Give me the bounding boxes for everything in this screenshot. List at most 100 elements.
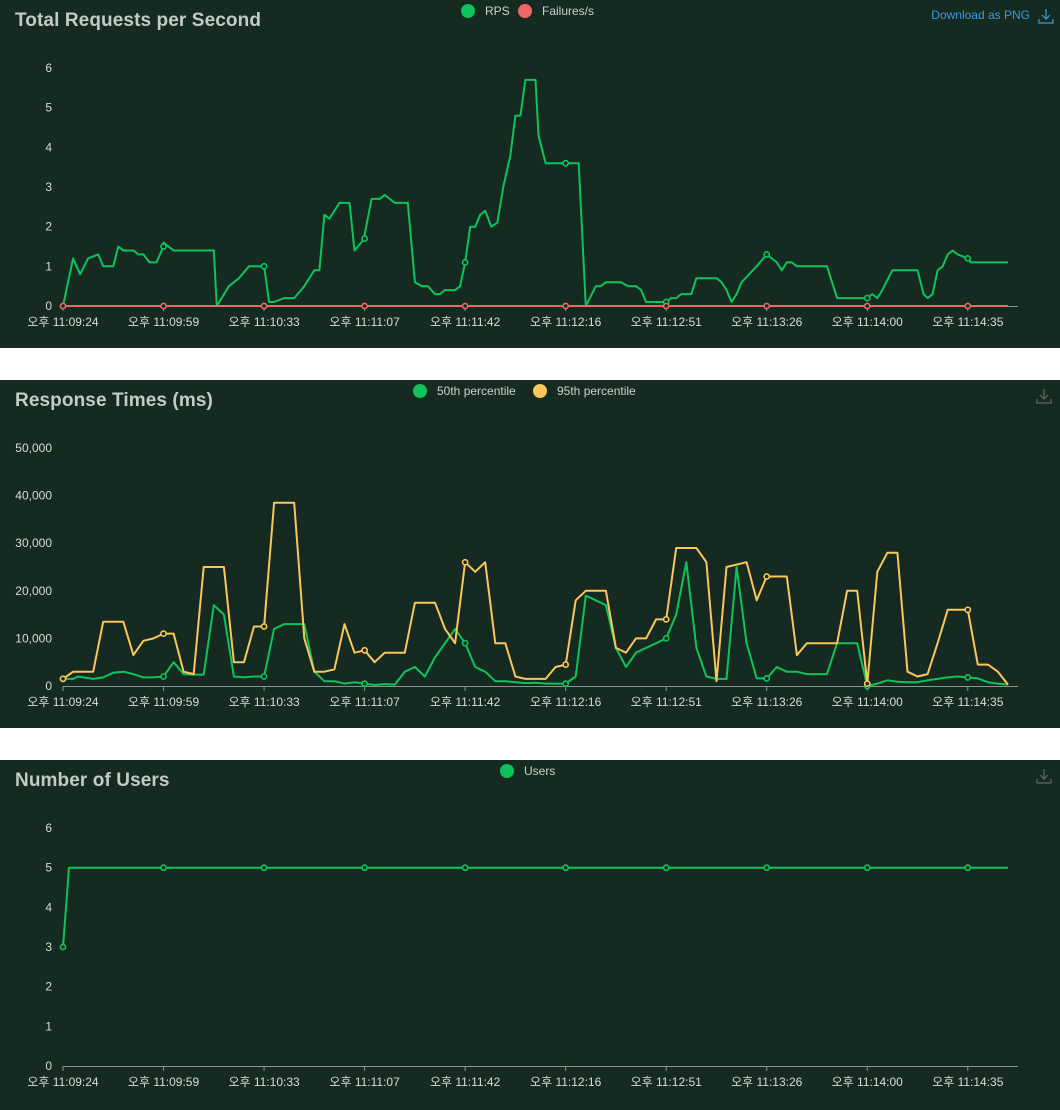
data-point-marker[interactable]	[863, 864, 871, 872]
data-point-marker[interactable]	[59, 302, 67, 310]
data-point-marker[interactable]	[562, 159, 570, 167]
legend-dot	[461, 4, 475, 18]
legend-label: 95th percentile	[557, 384, 636, 398]
y-tick-label: 3	[45, 180, 52, 194]
x-tick-label: 오후 11:11:42	[430, 695, 501, 709]
data-point-marker[interactable]	[260, 673, 268, 680]
x-tick-label: 오후 11:12:16	[530, 315, 602, 329]
data-point-marker[interactable]	[361, 680, 368, 688]
y-tick-label: 0	[45, 299, 52, 313]
y-tick-label: 2	[45, 980, 52, 994]
data-point-marker[interactable]	[964, 606, 972, 614]
data-point-marker[interactable]	[461, 558, 469, 566]
x-tick-label: 오후 11:12:16	[530, 695, 602, 709]
x-tick-label: 오후 11:09:59	[128, 695, 200, 709]
legend-label: 50th percentile	[437, 384, 516, 398]
data-point-marker[interactable]	[160, 302, 167, 310]
chart-legend: Users	[0, 764, 1060, 784]
legend-item-users[interactable]: Users	[500, 764, 555, 778]
legend-item-p50[interactable]: 50th percentile	[413, 384, 516, 398]
data-point-marker[interactable]	[863, 680, 871, 688]
data-point-marker[interactable]	[562, 864, 570, 872]
y-tick-label: 5	[45, 101, 52, 115]
series-line-0	[62, 866, 1008, 948]
legend-label: Failures/s	[542, 4, 595, 18]
data-point-marker[interactable]	[964, 302, 972, 310]
x-tick-label: 오후 11:10:33	[228, 315, 300, 329]
data-point-marker[interactable]	[361, 235, 368, 242]
data-point-marker[interactable]	[964, 254, 972, 262]
legend-item-failures[interactable]: Failures/s	[518, 4, 594, 18]
data-point-marker[interactable]	[260, 262, 268, 270]
x-tick-label: 오후 11:14:00	[832, 315, 904, 329]
data-point-marker[interactable]	[160, 673, 167, 680]
x-tick-label: 오후 11:11:42	[430, 1075, 501, 1089]
data-point-marker[interactable]	[59, 943, 67, 951]
x-tick-label: 오후 11:09:59	[128, 1075, 200, 1089]
data-point-marker[interactable]	[863, 302, 871, 310]
x-tick-label: 오후 11:11:07	[329, 315, 400, 329]
y-tick-label: 1	[45, 1019, 52, 1033]
x-tick-label: 오후 11:14:35	[932, 1075, 1004, 1089]
data-point-marker[interactable]	[260, 302, 268, 310]
y-tick-label: 40,000	[15, 489, 52, 503]
rps-chart: 0 1 2 3 4 5 6 오후 11:09:24 오후 11:09:59 오후 11:10:33…	[27, 61, 1018, 329]
download-png-link[interactable]: Download as PNG	[931, 8, 1030, 22]
y-tick-label: 0	[45, 679, 52, 693]
data-point-marker[interactable]	[763, 302, 771, 310]
data-point-marker[interactable]	[260, 864, 268, 872]
legend-dot	[518, 4, 532, 18]
data-point-marker[interactable]	[562, 680, 570, 688]
legend-item-rps[interactable]: RPS	[461, 4, 510, 18]
chart-title: Number of Users	[15, 770, 170, 791]
data-point-marker[interactable]	[662, 634, 670, 642]
users-chart: 0 1 2 3 4 5 6 오후 11:09:24 오후 11:09:59 오후 11:10:33…	[27, 821, 1018, 1089]
data-point-marker[interactable]	[260, 623, 268, 630]
legend-label: Users	[524, 764, 556, 778]
data-point-marker[interactable]	[461, 258, 469, 266]
download-icon[interactable]	[1038, 8, 1054, 24]
x-tick-label: 오후 11:09:24	[27, 695, 99, 709]
series-line-1	[62, 501, 1009, 686]
x-tick-label: 오후 11:11:07	[329, 1075, 400, 1089]
data-point-marker[interactable]	[662, 302, 670, 310]
response-times-chart-panel: Response Times (ms) 50th percentile 95th…	[0, 380, 1060, 728]
download-icon[interactable]	[1036, 768, 1052, 784]
y-tick-label: 4	[45, 140, 52, 154]
data-point-marker[interactable]	[160, 864, 167, 872]
data-point-marker[interactable]	[863, 294, 871, 302]
y-tick-label: 6	[45, 821, 52, 835]
y-tick-label: 0	[45, 1059, 52, 1073]
x-tick-label: 오후 11:13:26	[731, 315, 803, 329]
x-tick-label: 오후 11:14:00	[832, 695, 904, 709]
data-point-marker[interactable]	[662, 615, 670, 623]
data-point-marker[interactable]	[562, 302, 570, 310]
data-point-marker[interactable]	[361, 646, 368, 654]
y-tick-label: 10,000	[15, 631, 52, 645]
data-point-marker[interactable]	[160, 630, 167, 638]
x-tick-label: 오후 11:14:00	[832, 1075, 904, 1089]
data-point-marker[interactable]	[361, 864, 368, 872]
data-point-marker[interactable]	[562, 661, 570, 668]
data-point-marker[interactable]	[763, 864, 771, 872]
data-point-marker[interactable]	[662, 864, 670, 872]
data-point-marker[interactable]	[964, 674, 972, 681]
data-point-marker[interactable]	[763, 251, 771, 258]
y-tick-label: 4	[45, 900, 52, 914]
data-point-marker[interactable]	[461, 639, 469, 647]
data-point-marker[interactable]	[763, 674, 771, 682]
data-point-marker[interactable]	[461, 864, 469, 872]
data-point-marker[interactable]	[763, 573, 771, 580]
data-point-marker[interactable]	[361, 302, 368, 310]
chart-title: Total Requests per Second	[15, 10, 262, 31]
data-point-marker[interactable]	[160, 243, 167, 250]
chart-legend: RPS Failures/s	[0, 4, 1060, 24]
y-tick-label: 20,000	[15, 584, 52, 598]
data-point-marker[interactable]	[59, 675, 67, 683]
download-icon[interactable]	[1036, 388, 1052, 404]
legend-item-p95[interactable]: 95th percentile	[533, 384, 636, 398]
x-tick-label: 오후 11:10:33	[228, 695, 300, 709]
data-point-marker[interactable]	[461, 302, 469, 310]
x-tick-label: 오후 11:13:26	[731, 695, 803, 709]
data-point-marker[interactable]	[964, 864, 972, 872]
